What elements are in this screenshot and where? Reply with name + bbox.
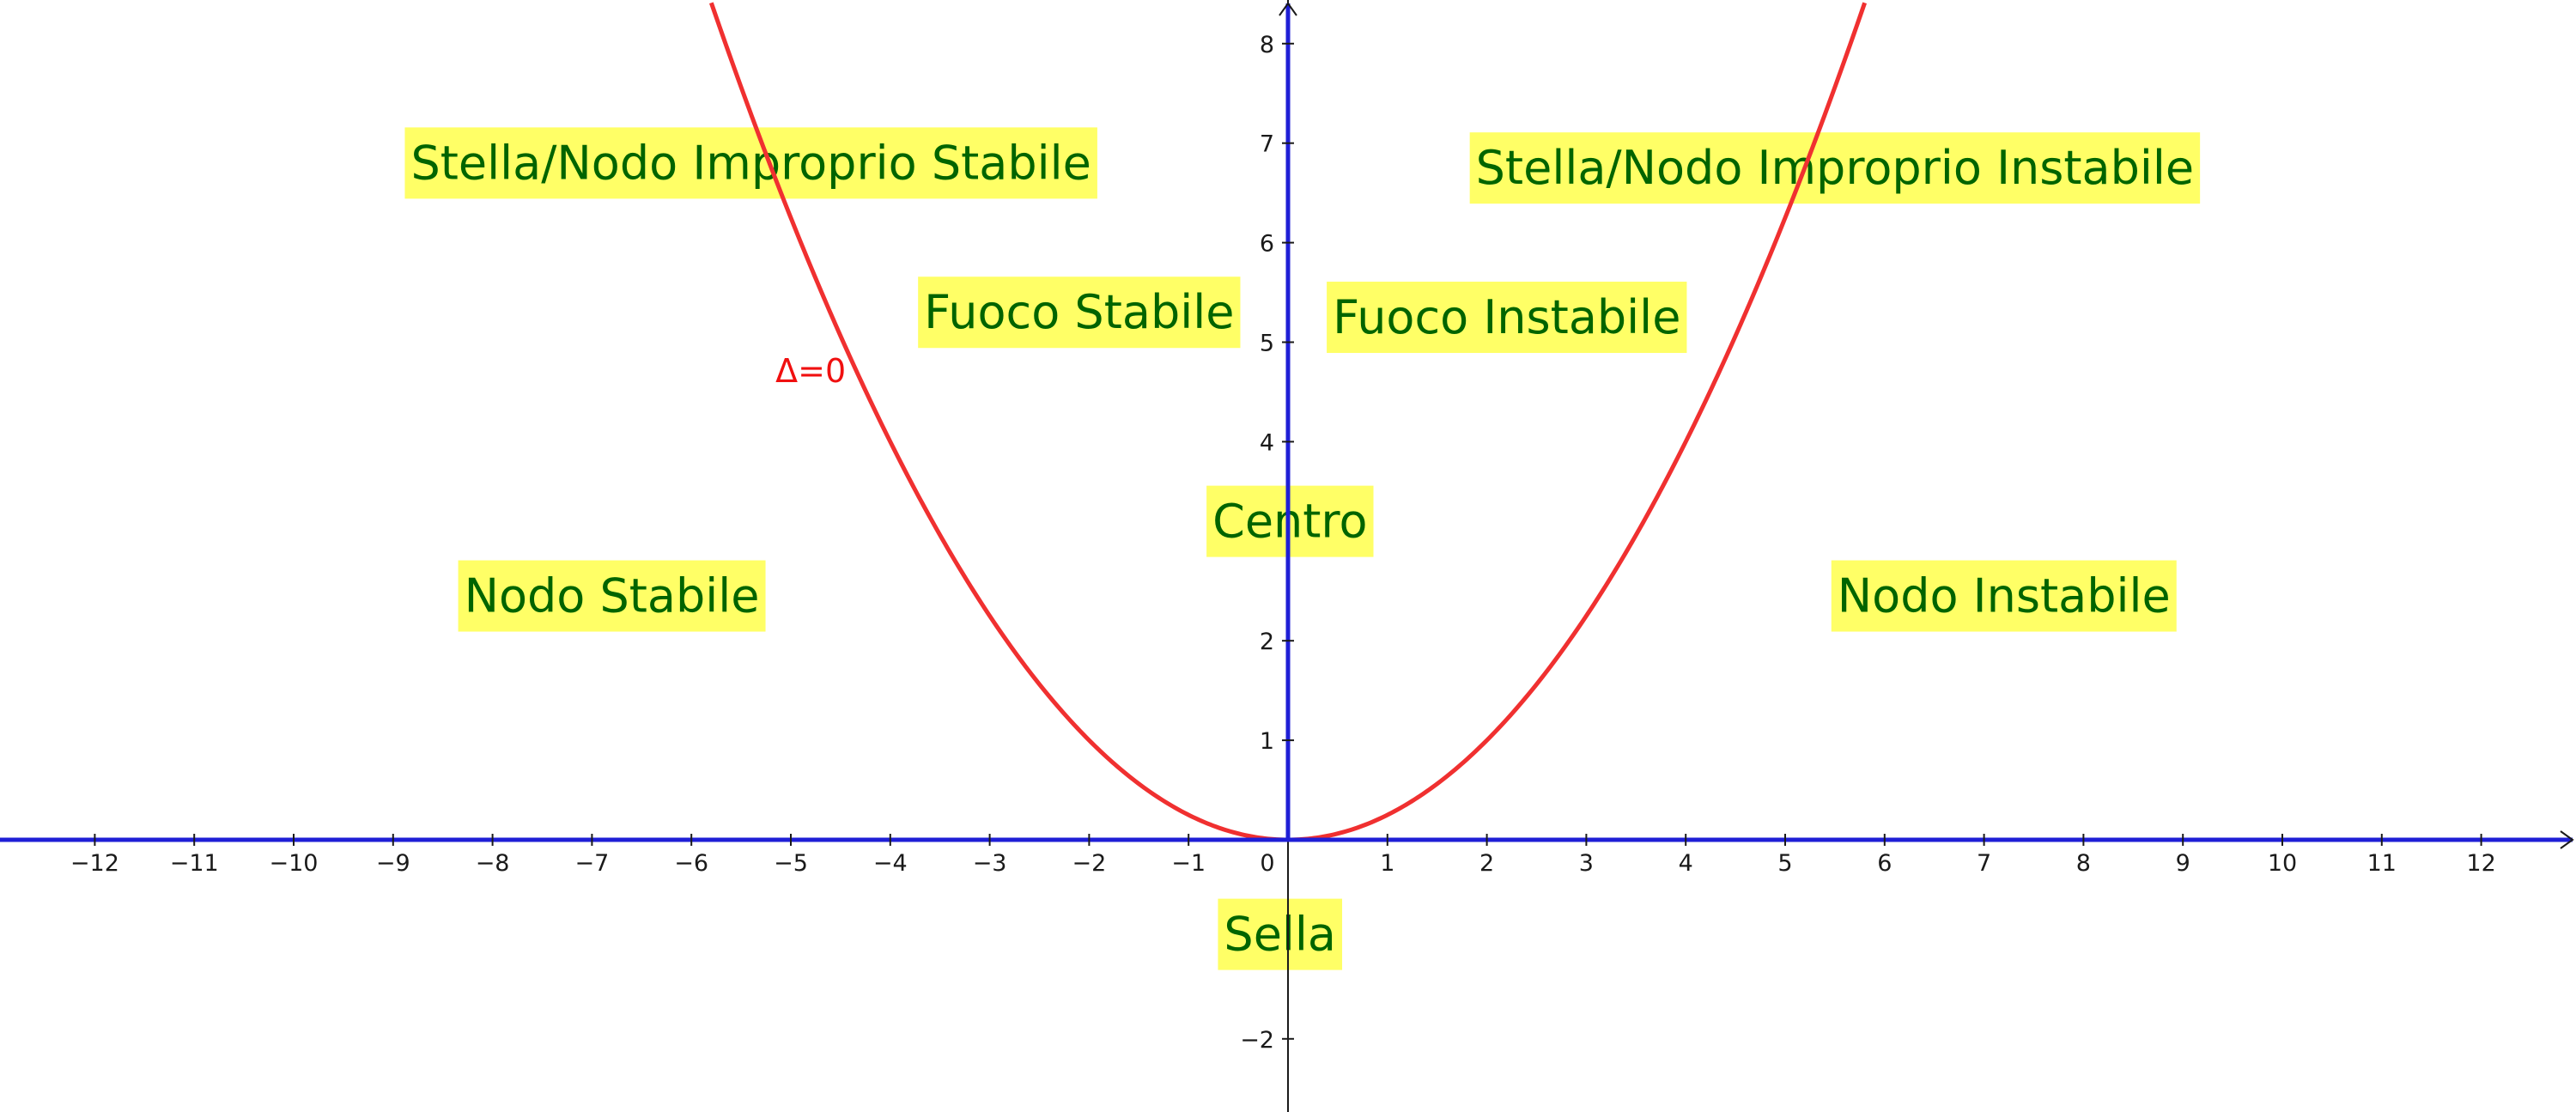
y-axis-arrow [1279,2,1297,16]
x-tick-label: −5 [774,850,808,877]
region-label: Stella/Nodo Improprio Stabile [404,127,1097,199]
region-label-box [1831,560,2177,632]
x-tick-label: −7 [574,850,609,877]
region-label-text: Stella/Nodo Improprio Stabile [410,136,1091,190]
region-label-text: Nodo Stabile [465,569,760,623]
y-tick-label: 8 [1260,32,1274,58]
x-tick-label: 0 [1260,850,1274,877]
ticks-layer: −12 −11 −10 −9 −8 −7 −6 −5 −4 −3 −2 −1 0 1 2 3 4 5 6 7 8 9 10 1… [70,32,2496,1054]
region-label-box [1469,132,2201,204]
region-label-box [404,127,1097,199]
region-label-text: Nodo Instabile [1838,569,2171,623]
region-label-text: Fuoco Stabile [924,285,1234,339]
x-tick-label: 4 [1679,850,1693,877]
x-tick-label: 8 [2076,850,2091,877]
region-label-text: Fuoco Instabile [1333,290,1680,344]
x-tick-label: −2 [1072,850,1106,877]
region-label-text: Stella/Nodo Improprio Instabile [1476,141,2194,195]
y-tick-label: 5 [1260,331,1274,357]
region-label: Nodo Stabile [458,560,766,632]
x-tick-label: −3 [973,850,1007,877]
x-tick-label: −8 [476,850,510,877]
region-label: Stella/Nodo Improprio Instabile [1469,132,2201,204]
x-tick-label: 11 [2367,850,2397,877]
labels-layer: Δ=0 [775,352,846,390]
y-tick-label: −2 [1240,1027,1274,1054]
x-tick-label: 6 [1877,850,1892,877]
y-tick-label: 1 [1260,728,1274,755]
x-tick-label: 1 [1380,850,1394,877]
region-label: Fuoco Instabile [1327,282,1687,354]
y-tick-label: 6 [1260,231,1274,258]
region-label-box [1327,282,1687,354]
region-label-text: Sella [1224,908,1336,962]
x-tick-label: −9 [376,850,410,877]
y-tick-label: 2 [1260,629,1274,655]
regions-layer: Stella/Nodo Improprio Stabile Fuoco Stabi… [404,127,2201,970]
region-label-box [918,276,1241,349]
region-label-box [1218,898,1343,970]
x-tick-label: 12 [2466,850,2495,877]
x-tick-label: −11 [170,850,219,877]
x-tick-label: 5 [1777,850,1792,877]
x-tick-label: 2 [1479,850,1494,877]
x-tick-label: 10 [2268,850,2297,877]
x-tick-label: −4 [873,850,908,877]
x-tick-label: 9 [2176,850,2190,877]
x-tick-label: 7 [1977,850,1991,877]
region-label: Fuoco Stabile [918,276,1241,349]
x-tick-label: −6 [674,850,708,877]
x-tick-label: 3 [1579,850,1594,877]
y-tick-label: 4 [1260,429,1274,456]
region-label: Sella [1218,898,1343,970]
region-label-box [458,560,766,632]
x-axis-arrow [2560,830,2574,849]
x-tick-label: −1 [1171,850,1206,877]
x-tick-label: −10 [270,850,319,877]
x-tick-label: −12 [70,850,119,877]
y-tick-label: 7 [1260,131,1274,158]
region-label: Nodo Instabile [1831,560,2177,632]
curve-label: Δ=0 [775,352,846,390]
